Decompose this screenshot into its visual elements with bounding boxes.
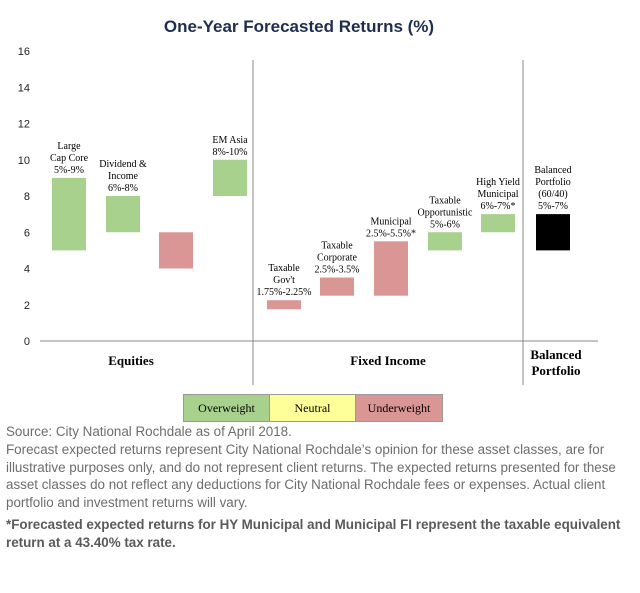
legend: Overweight Neutral Underweight [183,394,443,422]
bar [374,241,408,296]
legend-underweight: Underweight [356,395,442,421]
legend-label-neutral: Neutral [294,400,331,415]
bar-label: 5%-7% [538,201,568,212]
bar-label: 1.75%-2.25% [257,287,312,298]
source-note: Source: City National Rochdale as of Apr… [6,424,292,439]
disclaimer: Forecast expected returns represent City… [6,441,616,511]
y-tick-label: 0 [24,336,30,348]
bar [428,232,462,251]
bar-label: Dividend & [99,159,147,170]
bar [320,277,354,296]
bar-label: Gov't [273,275,295,286]
bar [213,159,247,196]
bar-label: Opportunistic [418,207,474,218]
chart-title: One-Year Forecasted Returns (%) [164,17,434,36]
y-tick-label: 4 [24,264,30,276]
group-label: Fixed Income [350,353,426,368]
bar-label: Cap Core [50,153,89,164]
y-tick-label: 8 [24,191,30,203]
y-tick-label: 14 [18,82,30,94]
bar-label: 5%-9% [54,165,84,176]
legend-label-underweight: Underweight [367,400,431,415]
notes: Source: City National Rochdale as of Apr… [6,423,636,552]
bar [536,214,570,251]
y-tick-label: 10 [18,155,30,167]
chart: One-Year Forecasted Returns (%) 0 2 4 6 8 10 1… [18,17,598,385]
y-tick-label: 16 [18,46,30,58]
group-label: Balanced [530,347,582,362]
legend-label-overweight: Overweight [198,400,255,415]
bar-label: Income [108,171,139,182]
bar-label: Large [57,141,81,152]
group-label: Portfolio [531,363,580,378]
bar-label: 5%-6% [430,219,460,230]
y-tick-label: 2 [24,300,30,312]
bar-label: Balanced [534,165,571,176]
bar-label: High Yield [476,177,520,188]
group-label: Equities [108,353,154,368]
bar-label: Municipal [370,216,411,227]
bar-label: Taxable [268,263,300,274]
legend-neutral: Neutral [270,395,356,421]
footnote: *Forecasted expected returns for HY Muni… [6,516,621,550]
bar [159,232,193,269]
bar-label: Portfolio [535,177,571,188]
bar-label: (60/40) [538,189,567,200]
bar-label: Municipal [477,189,518,200]
bar-label: 6%-8% [108,183,138,194]
bar-label: 6%-7%* [481,201,516,212]
y-tick-label: 12 [18,119,30,131]
bar-label: EM Asia [212,135,248,146]
bar [52,177,86,251]
legend-overweight: Overweight [184,395,270,421]
bar [106,196,140,233]
bar [267,300,301,310]
bar-label: Taxable [429,195,461,206]
bar-label: Corporate [317,253,358,264]
bar-label: 8%-10% [213,147,248,158]
y-tick-label: 6 [24,227,30,239]
bar-label: Taxable [321,241,353,252]
bar-label: 2.5%-5.5%* [366,228,416,239]
bar-label: 2.5%-3.5% [315,265,360,276]
bar [481,214,515,233]
chart-svg: One-Year Forecasted Returns (%) 0 2 4 6 8 10 1… [18,17,598,385]
